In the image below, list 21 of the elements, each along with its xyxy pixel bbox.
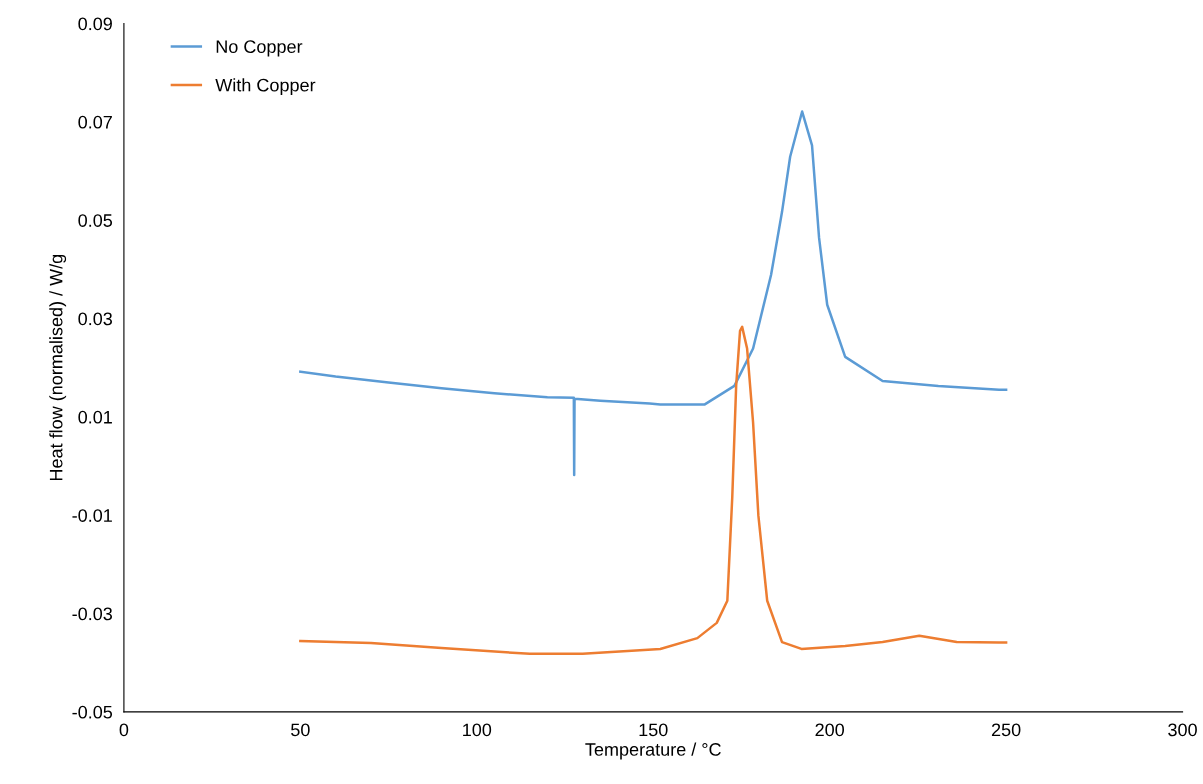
line-series	[299, 325, 1008, 656]
y-tick-label: 0.07	[78, 115, 112, 129]
y-tick-label: 0.03	[78, 312, 113, 326]
y-tick-label: 0.05	[78, 214, 113, 227]
x-tick-label: 0	[119, 723, 129, 737]
y-axis-title: Heat flow (normalised) / W/g	[49, 254, 67, 481]
y-tick-label: -0.05	[72, 705, 113, 719]
x-tick-label: 150	[639, 723, 668, 737]
x-tick-label: 200	[815, 723, 845, 737]
legend-label: No Copper	[216, 40, 303, 57]
legend-label: With Copper	[215, 78, 316, 96]
y-tick-label: -0.01	[72, 509, 112, 522]
line-series	[299, 110, 1008, 477]
x-tick-label: 250	[991, 723, 1021, 737]
y-tick-label: 0.01	[78, 410, 112, 424]
x-axis-title: Temperature / °C	[585, 742, 721, 760]
x-tick-label: 300	[1168, 723, 1197, 737]
y-tick-label: 0.09	[78, 17, 112, 31]
y-tick-label: -0.03	[72, 607, 113, 621]
x-tick-label: 50	[291, 723, 310, 737]
x-tick-label: 100	[463, 723, 492, 737]
